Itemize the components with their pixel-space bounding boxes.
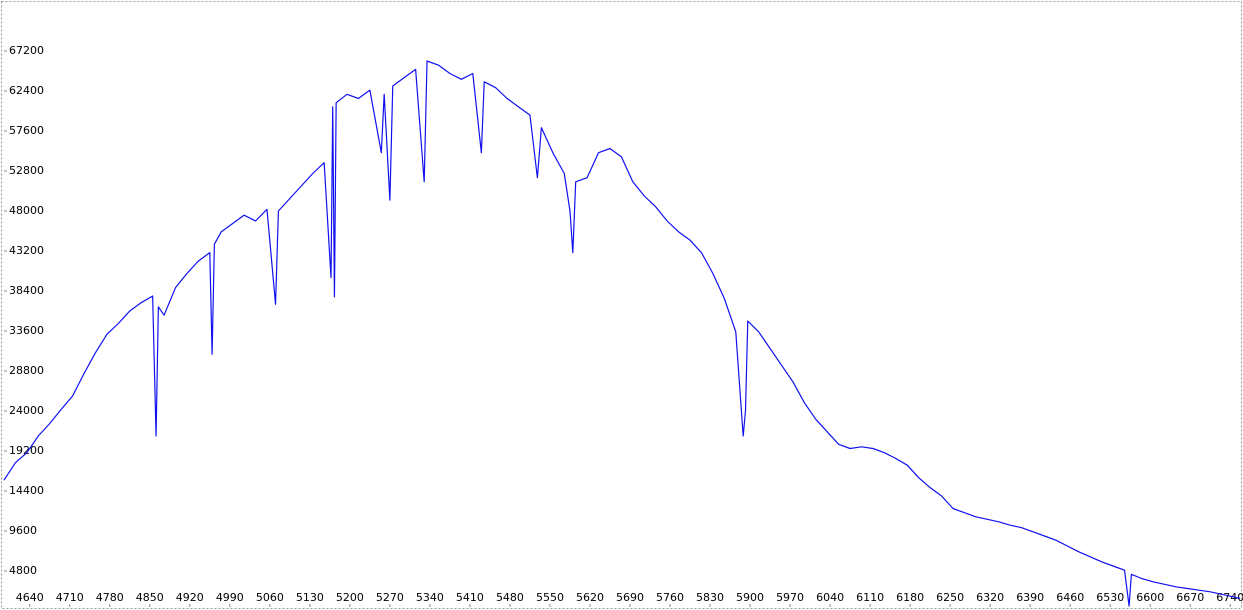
x-tick-label: 6250 xyxy=(936,591,964,604)
y-tick-label: 28800 xyxy=(9,364,44,377)
y-tick-label: 62400 xyxy=(9,84,44,97)
x-tick-label: 5200 xyxy=(336,591,364,604)
x-tick-label: 4710 xyxy=(56,591,84,604)
x-tick-label: 6320 xyxy=(976,591,1004,604)
x-tick-label: 5620 xyxy=(576,591,604,604)
y-tick-label: 48000 xyxy=(9,204,44,217)
x-tick-label: 5270 xyxy=(376,591,404,604)
y-tick-label: 43200 xyxy=(9,244,44,257)
x-tick-label: 5900 xyxy=(736,591,764,604)
x-tick-label: 5830 xyxy=(696,591,724,604)
x-tick-label: 5480 xyxy=(496,591,524,604)
x-tick-label: 4640 xyxy=(16,591,44,604)
x-tick-label: 4850 xyxy=(136,591,164,604)
y-tick-label: 24000 xyxy=(9,404,44,417)
x-tick-label: 4780 xyxy=(96,591,124,604)
y-tick-label: 67200 xyxy=(9,44,44,57)
y-tick-label: 14400 xyxy=(9,484,44,497)
y-tick-label: 33600 xyxy=(9,324,44,337)
x-tick-label: 6600 xyxy=(1136,591,1164,604)
x-tick-label: 6390 xyxy=(1016,591,1044,604)
x-tick-label: 4920 xyxy=(176,591,204,604)
y-tick-label: 57600 xyxy=(9,124,44,137)
x-tick-label: 6180 xyxy=(896,591,924,604)
x-tick-label: 5410 xyxy=(456,591,484,604)
y-tick-label: 4800 xyxy=(9,564,37,577)
x-tick-label: 4990 xyxy=(216,591,244,604)
spectrum-line xyxy=(3,60,1241,607)
x-tick-label: 6670 xyxy=(1176,591,1204,604)
x-tick-label: 6740 xyxy=(1216,591,1243,604)
x-tick-label: 6530 xyxy=(1096,591,1124,604)
x-tick-label: 5060 xyxy=(256,591,284,604)
y-tick-label: 19200 xyxy=(9,444,44,457)
x-tick-label: 5550 xyxy=(536,591,564,604)
x-tick-label: 6460 xyxy=(1056,591,1084,604)
y-tick-label: 9600 xyxy=(9,524,37,537)
x-tick-label: 5970 xyxy=(776,591,804,604)
y-tick-label: 38400 xyxy=(9,284,44,297)
x-tick-label: 5340 xyxy=(416,591,444,604)
y-tick-label: 52800 xyxy=(9,164,44,177)
x-tick-label: 6040 xyxy=(816,591,844,604)
x-tick-label: 6110 xyxy=(856,591,884,604)
x-tick-label: 5130 xyxy=(296,591,324,604)
x-tick-label: 5690 xyxy=(616,591,644,604)
x-tick-label: 5760 xyxy=(656,591,684,604)
